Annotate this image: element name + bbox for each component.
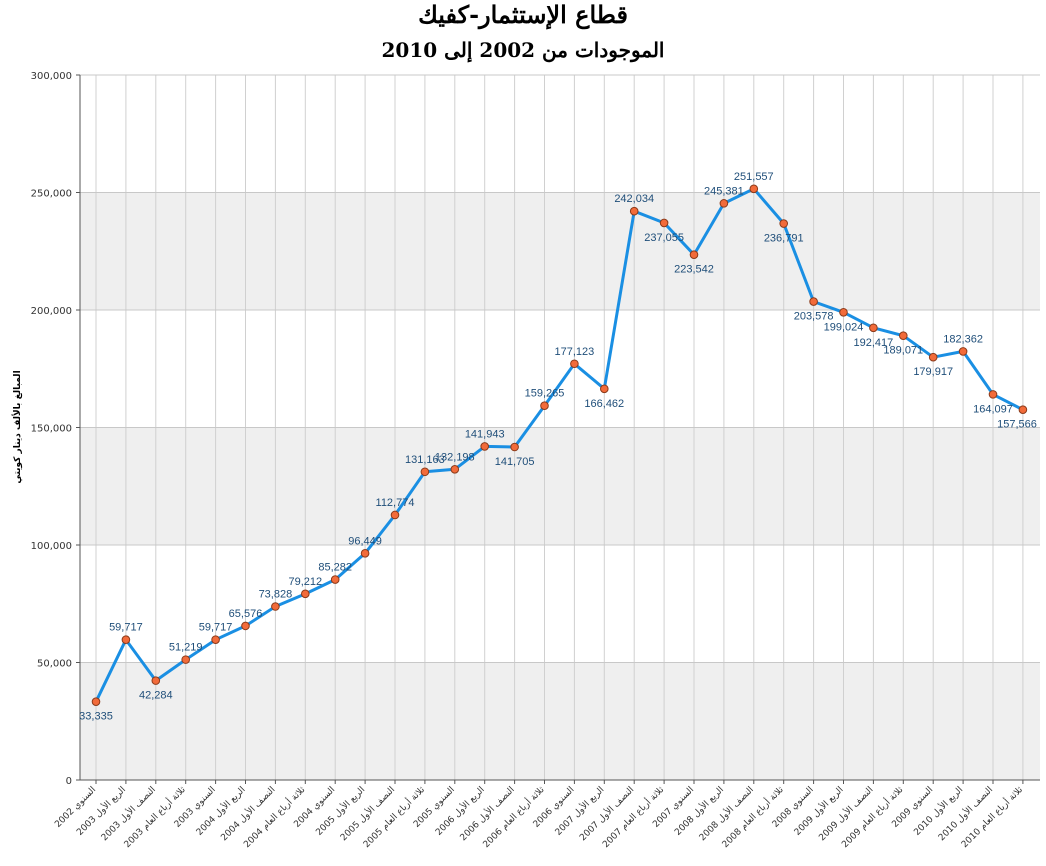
y-tick-label: 150,000 [31, 424, 72, 435]
grid-band [80, 192, 1040, 310]
data-point [1018, 405, 1028, 415]
x-tick-label: النصف الأول 2003 [98, 784, 158, 844]
data-label: 131,163 [405, 454, 445, 466]
x-tick-label: النصف الأول 2009 [816, 784, 876, 844]
chart-subtitle: الموجودات من 2002 إلى 2010 [381, 38, 665, 62]
background-bands [80, 192, 1040, 780]
data-label: 189,071 [883, 345, 923, 357]
y-tick-label: 200,000 [31, 306, 72, 317]
data-point [181, 655, 190, 664]
data-label: 159,265 [525, 388, 565, 400]
data-label: 179,917 [913, 366, 953, 378]
data-label: 166,462 [584, 398, 624, 410]
data-label: 242,034 [614, 193, 654, 205]
y-tick-label: 50,000 [37, 659, 72, 670]
data-point [629, 206, 639, 216]
data-point [330, 575, 340, 584]
data-label: 79,212 [288, 576, 322, 588]
data-label: 182,362 [943, 333, 983, 345]
data-point [390, 510, 400, 520]
data-label: 141,943 [465, 428, 505, 440]
data-point [241, 621, 250, 631]
data-label: 96,449 [348, 535, 382, 547]
data-point [689, 250, 699, 259]
data-point [869, 323, 878, 333]
data-label: 51,219 [169, 642, 203, 654]
data-label: 199,024 [824, 321, 864, 333]
x-tick-label: النصف الأول 2008 [696, 784, 756, 844]
data-point [600, 384, 609, 394]
data-label: 112,774 [376, 497, 415, 509]
data-point [450, 465, 460, 474]
data-point [301, 589, 310, 599]
data-label: 59,717 [199, 622, 233, 634]
data-point [719, 199, 729, 208]
x-tick-label: النصف الأول 2005 [338, 784, 398, 844]
y-axis-title: المبالغ بالألف دينار كويتي [11, 370, 23, 483]
data-label: 164,097 [973, 403, 1013, 415]
data-point [91, 697, 101, 706]
data-markers [91, 184, 1028, 706]
data-label: 203,578 [794, 311, 834, 323]
data-label: 141,705 [495, 456, 535, 468]
data-label: 33,335 [79, 711, 113, 723]
data-point [928, 352, 938, 362]
data-point [540, 401, 549, 411]
y-axis-ticks: 0 50,000 100,000 150,000 200,000 250,000 300,0… [31, 71, 80, 787]
x-tick-label: النصف الأول 2004 [218, 784, 278, 844]
data-label: 85,282 [318, 562, 352, 574]
x-tick-label: النصف الأول 2007 [577, 784, 637, 844]
data-label: 236,791 [764, 233, 804, 245]
grid-band [80, 662, 1040, 780]
data-point [779, 219, 789, 228]
data-point [151, 676, 161, 685]
data-point [958, 347, 968, 356]
data-point [749, 184, 759, 194]
data-label: 177,123 [555, 346, 595, 358]
data-point [121, 635, 131, 644]
data-point [899, 331, 908, 340]
data-label: 223,542 [674, 264, 714, 276]
data-label: 237,055 [644, 232, 684, 244]
data-labels: 33,335 59,717 42,284 51,219 59,717 65,576 73,8… [79, 171, 1037, 723]
data-point [839, 307, 848, 317]
data-label: 42,284 [139, 690, 173, 702]
data-point [659, 218, 669, 228]
y-tick-label: 300,000 [31, 71, 72, 82]
data-point [360, 549, 370, 558]
y-tick-label: 250,000 [31, 189, 72, 200]
y-tick-label: 0 [66, 776, 72, 787]
series-line-path [94, 187, 1024, 703]
data-point [809, 297, 818, 306]
data-point [988, 390, 998, 399]
data-point [570, 359, 579, 369]
series-line [94, 187, 1024, 703]
data-label: 73,828 [259, 589, 293, 601]
x-tick-label: النصف الأول 2010 [936, 784, 996, 844]
data-point [271, 602, 280, 611]
grid-band [80, 427, 1040, 545]
data-label: 192,417 [854, 337, 894, 349]
data-point [480, 442, 490, 451]
chart-title: قطاع الإستثمار-كفيك [418, 0, 628, 29]
data-point [420, 467, 430, 477]
x-tick-label: النصف الأول 2006 [457, 784, 517, 844]
data-point [510, 442, 519, 452]
data-point [211, 635, 220, 644]
data-label: 65,576 [229, 608, 263, 620]
data-label: 132,198 [435, 451, 475, 463]
data-label: 245,381 [704, 185, 744, 197]
data-label: 157,566 [997, 419, 1037, 431]
data-label: 251,557 [734, 171, 774, 183]
y-tick-label: 100,000 [31, 541, 72, 552]
data-label: 59,717 [109, 622, 143, 634]
